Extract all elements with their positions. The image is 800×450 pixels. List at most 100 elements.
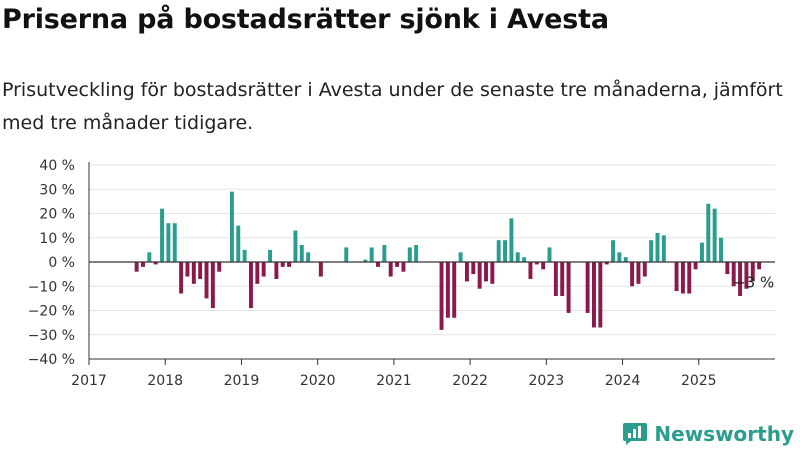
bar: [179, 262, 184, 294]
annotations: −3 %: [733, 273, 774, 291]
bar: [439, 262, 444, 330]
bar: [490, 262, 495, 284]
bar: [172, 223, 177, 262]
bar: [699, 242, 704, 262]
bar: [706, 203, 711, 262]
bar: [636, 262, 641, 284]
bar: [204, 262, 209, 299]
x-tick-label: 2021: [376, 373, 412, 389]
bar: [528, 262, 533, 279]
x-tick-label: 2018: [147, 373, 183, 389]
bar: [680, 262, 685, 294]
bar: [750, 262, 755, 282]
bar: [236, 225, 241, 263]
bar: [725, 262, 730, 275]
y-tick-label: −30 %: [28, 328, 75, 344]
bar: [604, 262, 609, 265]
bar: [191, 262, 196, 284]
bar: [642, 262, 647, 277]
bar: [712, 208, 717, 262]
bar: [687, 262, 692, 294]
x-tick-label: 2022: [452, 373, 488, 389]
bar: [503, 240, 508, 262]
bar: [547, 247, 552, 262]
bar: [407, 247, 412, 262]
bar: [649, 240, 654, 262]
bar: [376, 262, 380, 267]
bar: [147, 252, 152, 262]
bar-chart: 40 %30 %20 %10 %0 %−10 %−20 %−30 %−40 % …: [28, 158, 775, 389]
bar: [134, 262, 139, 272]
bar: [363, 259, 368, 262]
bar: [382, 245, 387, 262]
bar: [369, 247, 374, 262]
y-tick-label: 40 %: [39, 158, 75, 174]
bar: [185, 262, 190, 277]
bar: [280, 262, 285, 267]
bar: [623, 257, 628, 262]
bar: [198, 262, 203, 279]
bar: [611, 240, 615, 262]
y-tick-label: 10 %: [39, 231, 75, 247]
bar: [471, 262, 476, 275]
bar: [553, 262, 558, 296]
bar: [160, 208, 165, 262]
bar: [344, 247, 349, 262]
x-tick-label: 2017: [71, 373, 107, 389]
bar: [414, 245, 419, 262]
bar: [274, 262, 279, 279]
x-tick-label: 2020: [300, 373, 336, 389]
y-axis-ticks: 40 % 30 % 20 % 10 % 0 % −10 % −20 % −30 % −40 %: [28, 158, 75, 368]
y-tick-label: 30 %: [39, 182, 75, 198]
bar: [738, 262, 743, 296]
bar: [515, 252, 520, 262]
bar: [541, 262, 546, 270]
bar: [585, 262, 590, 313]
bar: [496, 240, 501, 262]
bar: [674, 262, 679, 292]
bar: [166, 223, 171, 262]
bar: [509, 218, 514, 262]
chart-title: Priserna på bostadsrätter sjönk i Avesta: [2, 4, 609, 35]
bar: [744, 262, 749, 289]
bar: [661, 235, 666, 262]
bar: [388, 262, 393, 277]
axes: [88, 162, 775, 360]
x-tick-label: 2019: [224, 373, 260, 389]
bar: [484, 262, 488, 282]
bar: [445, 262, 450, 318]
y-tick-label: −40 %: [28, 352, 75, 368]
bar: [464, 262, 469, 282]
y-tick-label: −10 %: [28, 279, 75, 295]
bars: [134, 191, 762, 330]
newsworthy-logo-text: Newsworthy: [654, 422, 794, 446]
x-tick-label: 2023: [529, 373, 565, 389]
y-tick-label: 20 %: [39, 207, 75, 223]
bar: [318, 262, 323, 277]
bar: [299, 245, 304, 262]
x-tick-label: 2024: [605, 373, 641, 389]
bar: [693, 262, 698, 270]
x-axis-ticks: 2017 2018 2019 2020 2021 2022 2023 2024 2025: [71, 359, 717, 389]
last-value-label: −3 %: [733, 273, 774, 291]
bar: [452, 262, 457, 318]
bar: [757, 262, 762, 270]
newsworthy-logo-icon: [623, 423, 648, 445]
bar: [287, 262, 292, 267]
bar: [731, 262, 736, 287]
bar: [210, 262, 215, 309]
bar: [217, 262, 222, 272]
bar: [630, 262, 635, 287]
bar: [458, 252, 463, 262]
bar: [566, 262, 571, 313]
y-tick-label: −20 %: [28, 304, 75, 320]
bar: [534, 262, 539, 265]
newsworthy-logo[interactable]: Newsworthy: [622, 420, 794, 448]
bar: [293, 230, 298, 262]
bar: [242, 249, 247, 263]
bar: [522, 257, 527, 262]
bar: [617, 252, 622, 262]
bar: [592, 262, 596, 328]
x-tick-label: 2025: [681, 373, 717, 389]
y-tick-label: 0 %: [48, 255, 75, 271]
